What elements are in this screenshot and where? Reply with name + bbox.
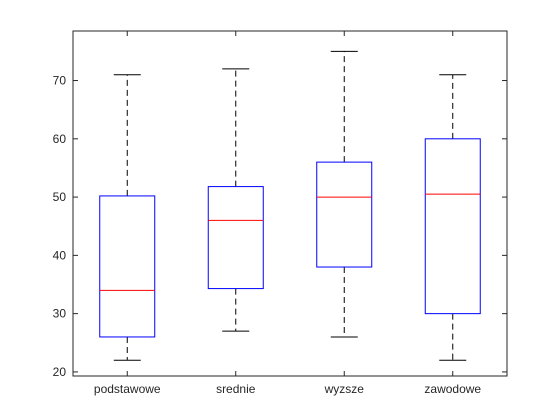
y-tick-label: 20	[53, 365, 67, 379]
x-tick-label: podstawowe	[94, 382, 161, 396]
box-podstawowe	[99, 74, 156, 361]
y-tick-label: 30	[53, 307, 67, 321]
y-axis: 20 30 40 50 60 70	[53, 74, 507, 379]
y-tick-label: 60	[53, 132, 67, 146]
plot-area	[72, 30, 508, 377]
box-srednie	[207, 68, 264, 332]
iqr-box	[316, 161, 373, 268]
iqr-box	[99, 195, 156, 338]
box-series	[99, 50, 481, 361]
x-tick-label: zawodowe	[424, 382, 481, 396]
y-tick-label: 70	[53, 74, 67, 88]
x-tick-label: wyzsze	[324, 382, 365, 396]
x-axis: podstawowe srednie wyzsze zawodowe	[94, 31, 481, 396]
box-zawodowe	[424, 74, 481, 361]
iqr-box	[424, 138, 481, 315]
iqr-box	[207, 186, 264, 290]
y-tick-label: 50	[53, 190, 67, 204]
y-tick-label: 40	[53, 248, 67, 262]
x-tick-label: srednie	[216, 382, 256, 396]
box-wyzsze	[316, 50, 373, 338]
